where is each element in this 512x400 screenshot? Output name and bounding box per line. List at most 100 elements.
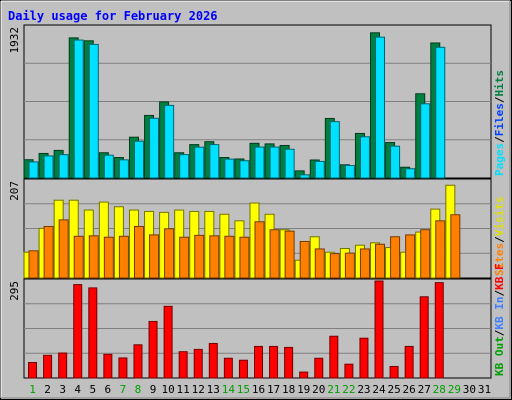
panel-visits-sites: 207 Sites/Visits	[8, 178, 506, 279]
x-tick-label: 27	[418, 383, 431, 396]
bar-kb-f	[193, 348, 203, 379]
bar-pages	[329, 121, 340, 179]
x-tick-label: 2	[44, 383, 51, 396]
panel-legend: KB Out/KB In/KB F	[493, 263, 506, 376]
bar-sites	[43, 225, 54, 279]
bar-kb-f	[434, 282, 444, 379]
bar-pages	[194, 146, 205, 179]
panel-max-label: 1932	[8, 27, 21, 54]
bar-kb-f	[73, 284, 83, 379]
bar-sites	[149, 234, 160, 279]
x-tick-label: 5	[89, 383, 96, 396]
bar-sites	[239, 236, 250, 279]
legend-entry: /	[493, 136, 506, 143]
bar-kb-f	[254, 345, 263, 379]
bar-sites	[450, 214, 461, 279]
bar-kb-f	[88, 287, 98, 379]
bar-pages	[58, 154, 69, 179]
bar-sites	[194, 234, 205, 279]
bar-pages	[179, 154, 190, 179]
panel-max-label: 207	[8, 181, 21, 201]
bar-pages	[420, 103, 431, 179]
x-tick-label: 16	[252, 383, 265, 396]
bar-sites	[375, 243, 386, 279]
bar-kb-f	[103, 353, 113, 379]
legend-entry: /	[493, 236, 506, 243]
x-tick-label: 14	[222, 383, 236, 396]
bar-kb-f	[148, 320, 158, 379]
bar-kb-f	[389, 365, 399, 379]
bar-kb-f	[269, 345, 279, 379]
bar-pages	[239, 160, 250, 179]
bar-pages	[224, 158, 235, 179]
bar-kb-f	[314, 357, 324, 379]
bar-pages	[435, 46, 446, 179]
legend-entry: KB In	[493, 297, 506, 330]
x-axis-labels: 1 2 3 4 5 6 7 8 9 10 11 12 13 14 15 16 17 18 19 20 21 22 23 24 2…	[29, 383, 491, 396]
bar-kb-f	[404, 345, 414, 379]
bar-pages	[73, 39, 84, 179]
x-tick-label: 26	[403, 383, 416, 396]
bar-sites	[420, 229, 431, 279]
bar-pages	[284, 148, 295, 179]
bar-sites	[269, 229, 280, 279]
x-tick-label: 25	[387, 383, 400, 396]
bar-kb-f	[359, 337, 369, 379]
bar-sites	[133, 225, 144, 279]
bar-sites	[390, 236, 401, 279]
bar-pages	[269, 146, 280, 179]
bar-sites	[284, 230, 295, 279]
chart-panels: 1932Pages/Files/Hits207Sites/Visits295KB…	[8, 24, 506, 379]
bar-sites	[58, 219, 69, 279]
bar-sites	[164, 228, 175, 279]
bar-sites	[209, 235, 220, 279]
bar-sites	[314, 248, 325, 279]
legend-entry: Hits	[493, 70, 506, 97]
bar-kb-f	[329, 335, 339, 379]
legend-entry: Files	[493, 103, 506, 136]
panel-kbytes: 295 KB Out/KB In/KB F	[8, 263, 506, 379]
bar-kb-f	[118, 357, 128, 379]
bar-sites	[88, 235, 99, 279]
bar-pages	[314, 160, 325, 179]
bar-sites	[103, 236, 114, 279]
bar-kb-f	[43, 354, 53, 379]
x-tick-label: 8	[135, 383, 142, 396]
bar-sites	[254, 221, 265, 279]
x-tick-label: 23	[357, 383, 370, 396]
bar-pages	[28, 161, 39, 179]
x-tick-label: 21	[327, 383, 340, 396]
x-tick-label: 19	[297, 383, 310, 396]
bar-sites	[118, 235, 129, 279]
bar-kb-f	[374, 280, 384, 379]
bar-pages	[405, 168, 416, 179]
legend-entry: Visits	[493, 197, 506, 237]
bar-kb-f	[208, 342, 218, 379]
legend-entry: KB F	[493, 263, 506, 290]
bar-pages	[88, 43, 99, 179]
x-tick-label: 6	[105, 383, 112, 396]
x-tick-label: 18	[282, 383, 295, 396]
x-tick-label: 10	[161, 383, 174, 396]
bar-sites	[179, 236, 190, 279]
legend-entry: /	[493, 290, 506, 297]
legend-entry: /	[493, 329, 506, 336]
bar-sites	[73, 235, 84, 279]
x-tick-label: 3	[59, 383, 66, 396]
bar-pages	[390, 145, 401, 179]
bar-pages	[359, 136, 370, 179]
bar-kb-f	[344, 363, 354, 379]
bar-kb-f	[419, 296, 429, 379]
legend-entry: Sites	[493, 243, 506, 276]
bar-sites	[405, 234, 416, 279]
x-tick-label: 30	[463, 383, 476, 396]
bar-sites	[224, 235, 235, 279]
bar-pages	[43, 155, 54, 179]
panel-legend: Pages/Files/Hits	[493, 70, 506, 176]
bar-pages	[164, 104, 175, 179]
panel-max-label: 295	[8, 281, 21, 301]
legend-entry: /	[493, 96, 506, 103]
bar-pages	[254, 146, 265, 179]
x-tick-label: 11	[177, 383, 190, 396]
bar-kb-f	[299, 371, 309, 379]
